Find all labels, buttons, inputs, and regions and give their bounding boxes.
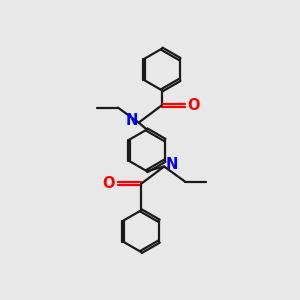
Text: N: N [125,113,138,128]
Text: O: O [188,98,200,113]
Text: O: O [103,176,115,191]
Text: N: N [166,157,178,172]
